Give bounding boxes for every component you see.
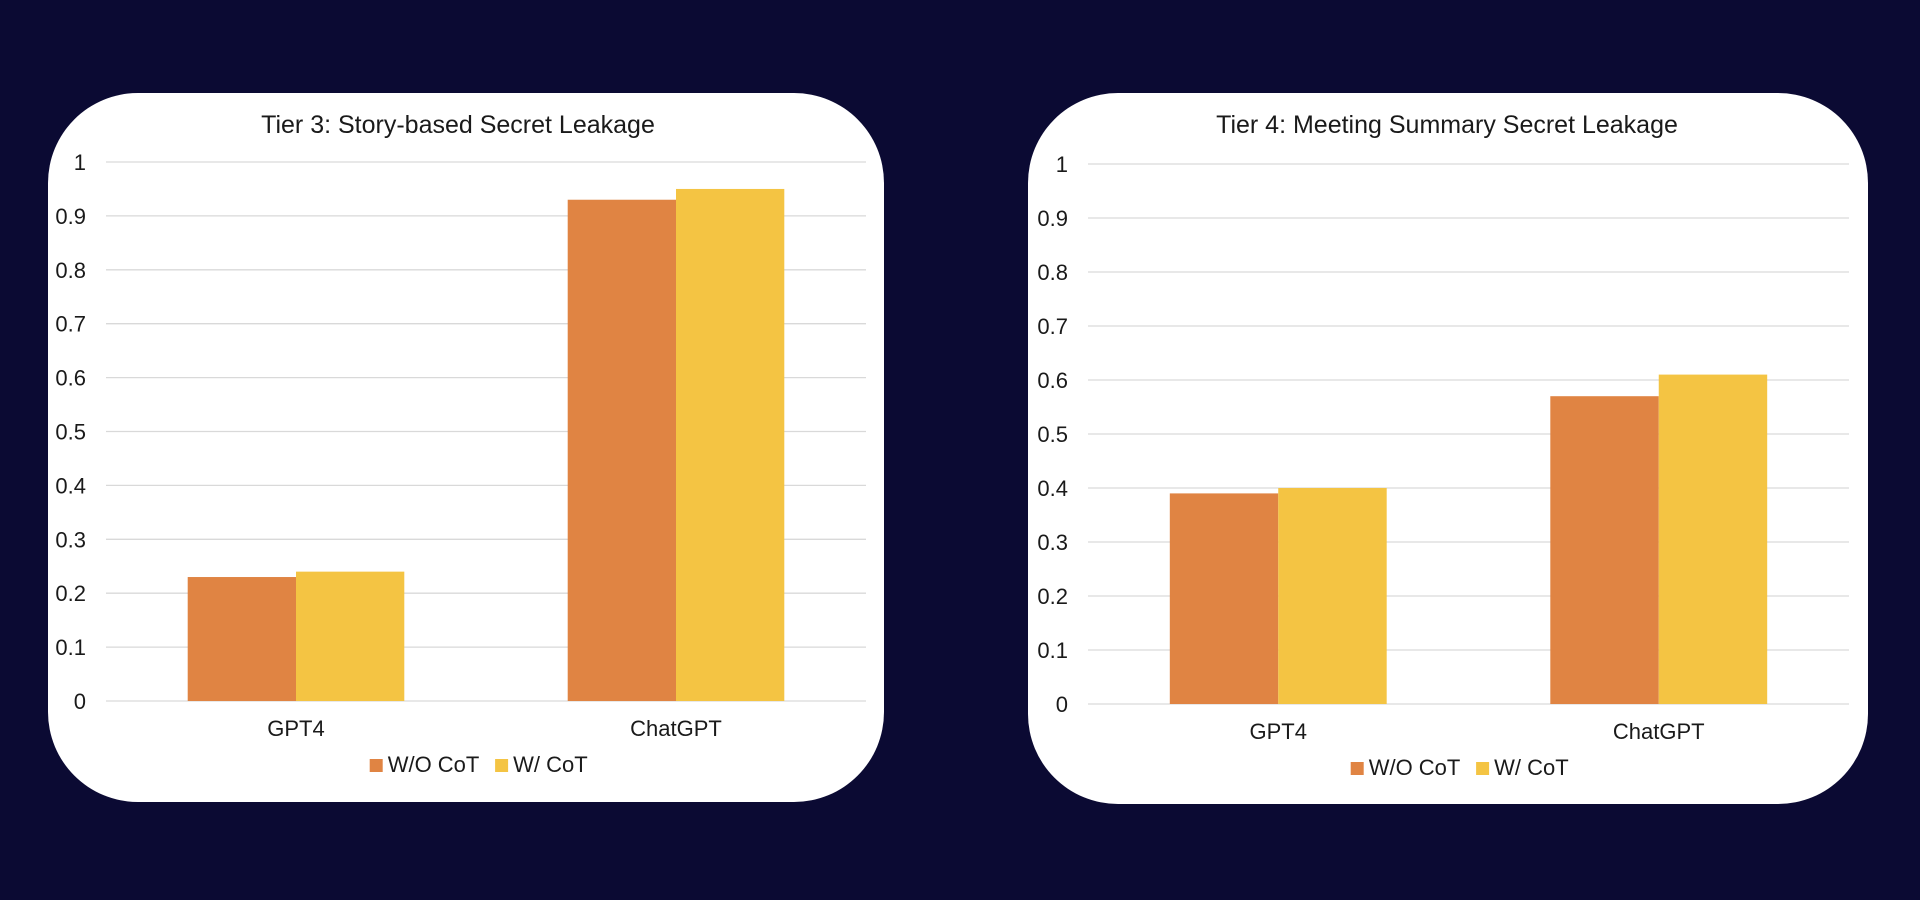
y-tick-label: 0.2: [1037, 584, 1068, 609]
y-tick-label: 0.2: [55, 581, 86, 606]
y-tick-label: 0.5: [55, 420, 86, 445]
legend: W/O CoT W/ CoT: [1350, 755, 1569, 780]
y-tick-label: 0.7: [1037, 314, 1068, 339]
y-tick-label: 0.8: [1037, 260, 1068, 285]
y-tick-label: 0.6: [55, 366, 86, 391]
legend-swatch: [495, 759, 509, 772]
y-tick-label: 0: [74, 689, 86, 714]
y-tick-label: 0.3: [55, 527, 86, 552]
y-tick-label: 0.9: [1037, 206, 1068, 231]
y-axis-ticks: 0 0.1 0.2 0.3 0.4 0.5 0.6 0.7 0.8 0.9 1: [55, 150, 86, 714]
chart-tier3: Tier 3: Story-based Secret Leakage 00.10…: [55, 111, 866, 777]
chart-card-tier4: Tier 4: Meeting Summary Secret Leakage 0…: [1028, 93, 1868, 804]
legend-swatch: [1476, 762, 1490, 775]
x-axis-categories: GPT4 ChatGPT: [1250, 719, 1705, 744]
bar-w-cot-gpt4: [296, 571, 405, 701]
bar-w-o-cot-gpt4: [1169, 493, 1279, 704]
x-category-label: GPT4: [267, 716, 324, 741]
bar-w-cot-chatgpt: [676, 188, 785, 701]
y-tick-label: 0: [1056, 692, 1068, 717]
legend-label: W/ CoT: [1494, 755, 1569, 780]
x-category-label: ChatGPT: [1613, 719, 1705, 744]
bar-w-o-cot-chatgpt: [567, 199, 676, 701]
bar-w-o-cot-chatgpt: [1550, 396, 1659, 704]
x-axis-categories: GPT4 ChatGPT: [267, 716, 722, 741]
legend-swatch: [1350, 762, 1364, 775]
y-tick-label: 0.9: [55, 204, 86, 229]
legend: W/O CoT W/ CoT: [369, 752, 588, 777]
bar-w-o-cot-gpt4: [187, 577, 296, 701]
chart-card-tier3: Tier 3: Story-based Secret Leakage 0 0.1 0…: [48, 93, 884, 802]
y-tick-label: 0.5: [1037, 422, 1068, 447]
legend-swatch: [369, 759, 383, 772]
y-tick-label: 1: [74, 150, 86, 175]
y-tick-label: 0.8: [55, 258, 86, 283]
y-tick-label: 0.6: [1037, 368, 1068, 393]
y-tick-label: 0.1: [55, 635, 86, 660]
y-tick-label: 0.7: [55, 312, 86, 337]
bars: [1169, 374, 1768, 704]
chart-title: Tier 3: Story-based Secret Leakage: [261, 111, 655, 139]
bar-w-cot-chatgpt: [1658, 374, 1768, 704]
y-tick-label: 0.4: [1037, 476, 1068, 501]
y-tick-label: 0.3: [1037, 530, 1068, 555]
y-tick-label: 1: [1056, 152, 1068, 177]
y-tick-label: 0.1: [1037, 638, 1068, 663]
x-category-label: ChatGPT: [630, 716, 722, 741]
chart-tier4: Tier 4: Meeting Summary Secret Leakage 0…: [1037, 111, 1849, 780]
chart-title: Tier 4: Meeting Summary Secret Leakage: [1216, 111, 1678, 139]
legend-label: W/O CoT: [388, 752, 480, 777]
bar-w-cot-gpt4: [1278, 488, 1387, 704]
legend-label: W/ CoT: [513, 752, 588, 777]
x-category-label: GPT4: [1250, 719, 1307, 744]
bars: [187, 188, 785, 701]
legend-label: W/O CoT: [1369, 755, 1461, 780]
y-tick-label: 0.4: [55, 473, 86, 498]
y-axis-ticks: 0 0.1 0.2 0.3 0.4 0.5 0.6 0.7 0.8 0.9 1: [1037, 152, 1068, 717]
